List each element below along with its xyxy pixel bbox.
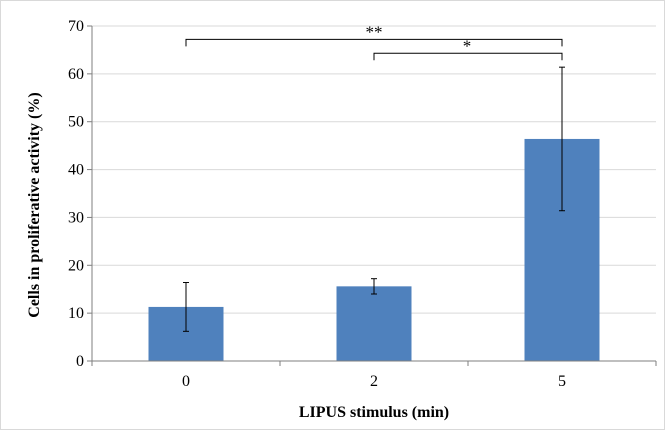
significance-bracket-2-5 [373, 52, 563, 61]
y-tick-label-20: 20 [68, 257, 84, 274]
significance-label-2-5: * [463, 36, 472, 55]
significance-label-0-5: ** [366, 22, 383, 41]
x-axis-label: LIPUS stimulus (min) [299, 404, 449, 421]
y-tick-label-70: 70 [68, 18, 84, 35]
x-tick-label-0: 0 [182, 373, 190, 390]
x-tick-label-5: 5 [558, 373, 566, 390]
significance-bracket-0-5 [185, 38, 563, 47]
y-tick-label-0: 0 [76, 353, 84, 370]
y-tick-label-40: 40 [68, 162, 84, 179]
y-axis-label: Cells in proliferative activity (%) [26, 92, 43, 317]
y-tick-label-50: 50 [68, 114, 84, 131]
bar-2 [336, 286, 412, 361]
x-tick-label-2: 2 [370, 373, 378, 390]
y-tick-label-60: 60 [68, 66, 84, 83]
y-tick-label-10: 10 [68, 305, 84, 322]
y-tick-label-30: 30 [68, 209, 84, 226]
